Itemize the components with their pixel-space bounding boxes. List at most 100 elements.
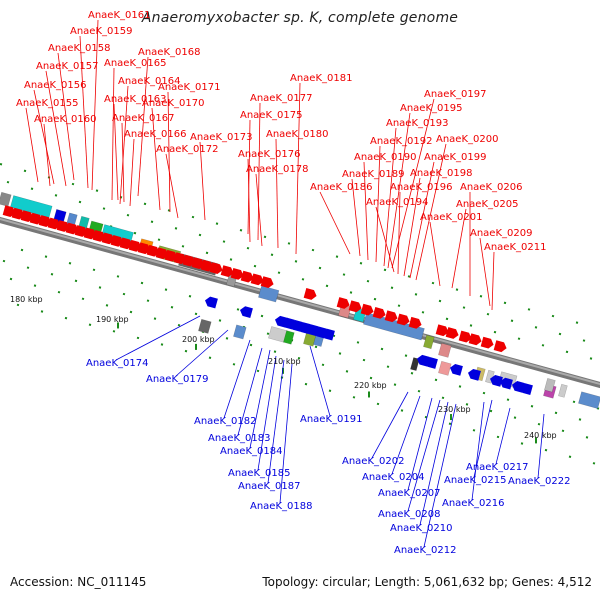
gene-block <box>363 312 425 341</box>
gene-block <box>0 191 12 207</box>
gene-block <box>258 285 280 303</box>
forward-gene-arrow-shape <box>182 254 196 267</box>
reverse-label-leader <box>257 355 277 471</box>
reverse-label-leader <box>473 399 493 478</box>
forward-gene-label: AnaeK_0166 <box>124 129 186 140</box>
forward-gene-label: AnaeK_0205 <box>456 199 518 210</box>
forward-label-leader <box>295 82 301 255</box>
tick-mark <box>338 352 342 355</box>
tick-mark <box>513 416 517 419</box>
reverse-label-leader <box>419 401 449 526</box>
forward-gene-arrow <box>435 324 449 337</box>
tick-mark <box>527 308 531 311</box>
reverse-gene-arrow <box>500 377 513 390</box>
tick-mark <box>81 297 85 301</box>
forward-gene-arrow-shape <box>92 230 106 242</box>
forward-label-leader <box>45 70 67 187</box>
tick-mark <box>534 326 538 329</box>
forward-gene-arrow <box>56 220 70 232</box>
forward-gene-arrow-shape <box>74 225 88 237</box>
tick-mark <box>184 349 188 353</box>
tick-mark <box>92 268 96 272</box>
reverse-gene-label: AnaeK_0184 <box>220 446 282 457</box>
tick-mark <box>438 299 442 303</box>
reverse-gene-label: AnaeK_0202 <box>342 456 404 467</box>
forward-gene-label: AnaeK_0167 <box>112 113 174 124</box>
forward-gene-label: AnaeK_0194 <box>366 197 428 208</box>
tick-mark <box>263 235 267 239</box>
forward-label-leader <box>351 178 361 257</box>
tick-mark <box>311 248 315 252</box>
figure-title: Anaeromyxobacter sp. K, complete genome <box>141 10 459 26</box>
forward-label-leader <box>429 221 441 287</box>
tick-mark <box>78 200 82 204</box>
genome-backbone <box>0 216 600 389</box>
forward-label-leader <box>257 102 261 241</box>
reverse-gene-label: AnaeK_0185 <box>228 468 290 479</box>
forward-gene-arrow <box>408 316 422 329</box>
tick-mark <box>95 189 99 192</box>
gene-block <box>233 324 247 340</box>
tick-mark <box>410 372 414 375</box>
accession-label: Accession: NC_011145 <box>10 575 147 589</box>
forward-label-leader <box>375 145 381 263</box>
forward-gene-arrow <box>182 254 196 267</box>
tick-mark <box>469 324 473 327</box>
forward-gene-label: AnaeK_0156 <box>24 80 86 91</box>
forward-gene-arrow <box>240 270 254 283</box>
forward-gene-arrow <box>360 303 374 316</box>
reverse-gene-arrow-shape <box>322 328 335 341</box>
gene-block <box>544 378 556 393</box>
tick-mark <box>260 314 264 318</box>
tick-mark <box>2 259 6 263</box>
forward-gene-arrow <box>137 242 151 255</box>
tick-mark <box>246 246 250 250</box>
tick-mark <box>465 403 469 406</box>
reverse-gene-label: AnaeK_0182 <box>194 416 256 427</box>
forward-gene-arrow <box>74 225 88 237</box>
reverse-label-leader <box>279 363 293 504</box>
reverse-label-leader <box>391 395 421 475</box>
forward-gene-arrow-shape <box>372 307 386 319</box>
gene-block-rect <box>363 312 425 341</box>
forward-gene-arrow <box>110 234 124 247</box>
tick-mark <box>181 245 185 248</box>
tick-mark <box>225 337 229 340</box>
tick-mark <box>592 462 596 465</box>
gene-block <box>438 360 452 376</box>
forward-gene-arrow-shape <box>209 262 223 274</box>
tick-mark <box>266 332 270 335</box>
tick-mark <box>112 330 116 333</box>
forward-gene-label: AnaeK_0196 <box>390 182 452 193</box>
tick-mark <box>218 319 222 322</box>
reverse-label-leader <box>495 407 511 465</box>
tick-mark <box>16 303 20 307</box>
forward-gene-label: AnaeK_0176 <box>238 149 300 160</box>
forward-gene-arrow-shape <box>240 270 254 283</box>
tick-mark <box>458 385 462 388</box>
reverse-gene-arrow <box>205 296 218 309</box>
tick-mark <box>150 220 154 223</box>
tick-mark <box>541 344 545 347</box>
gene-block-rect <box>198 318 212 334</box>
tick-mark <box>572 400 576 404</box>
reverse-gene-arrow-shape <box>468 368 481 381</box>
forward-gene-arrow-shape <box>137 242 151 255</box>
tick-mark <box>373 297 377 301</box>
reverse-gene-label: AnaeK_0207 <box>378 488 440 499</box>
tick-mark <box>530 405 534 408</box>
reverse-gene-label: AnaeK_0187 <box>238 481 300 492</box>
tick-mark <box>582 339 586 342</box>
gene-block-rect <box>558 383 568 398</box>
tick-mark <box>561 429 565 433</box>
forward-gene-arrow <box>47 217 61 230</box>
tick-mark <box>421 311 425 314</box>
forward-gene-arrow-shape <box>128 239 142 252</box>
tick-mark <box>345 370 349 373</box>
tick-mark <box>510 319 514 322</box>
tick-mark <box>0 163 3 166</box>
scale-label: 180 kbp <box>10 295 43 304</box>
forward-gene-arrow-shape <box>336 297 350 309</box>
